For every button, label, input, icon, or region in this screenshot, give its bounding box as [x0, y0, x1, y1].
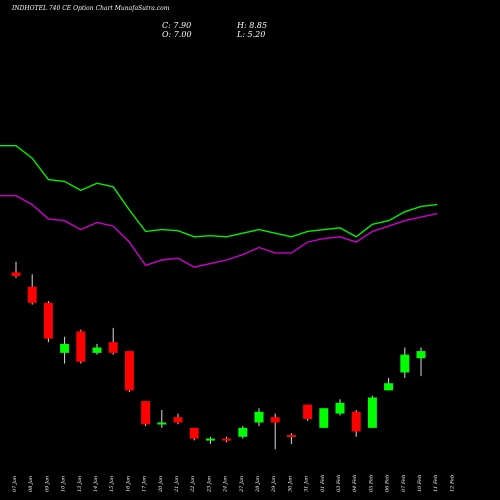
date-tick-label: 11 Feb	[433, 475, 439, 492]
candle	[238, 426, 248, 439]
candle	[367, 395, 377, 428]
date-tick-label: 31 Jan	[304, 476, 310, 492]
date-tick-label: 04 Feb	[352, 475, 358, 492]
candle-body	[384, 383, 394, 391]
candle	[173, 413, 183, 425]
candle-body	[286, 435, 296, 437]
date-tick-label: 14 Jan	[93, 476, 99, 492]
date-tick-label: 24 Jan	[223, 476, 229, 493]
date-tick-label: 06 Feb	[385, 475, 391, 492]
candle-body	[11, 272, 21, 277]
candle	[60, 336, 70, 364]
candle	[205, 436, 215, 444]
date-tick-label: 12 Feb	[449, 475, 455, 492]
candle-body	[92, 347, 102, 353]
candle-body	[303, 404, 313, 419]
candle-body	[254, 411, 264, 423]
date-tick-label: 10 Feb	[417, 475, 423, 492]
candle-body	[367, 397, 377, 428]
date-tick-label: 01 Feb	[320, 475, 326, 492]
candle	[351, 410, 361, 437]
date-tick-label: 15 Jan	[109, 476, 115, 492]
candle-body	[319, 408, 329, 428]
moving-averages	[0, 144, 438, 268]
date-tick-label: 03 Feb	[336, 475, 342, 492]
candle	[335, 399, 345, 416]
candle-body	[141, 401, 151, 425]
candle	[141, 401, 151, 427]
candle	[11, 261, 21, 278]
candle-body	[108, 342, 118, 353]
date-tick-label: 08 Jan	[28, 476, 34, 492]
chart-title: INDHOTEL 740 CE Option Chart MunafaSutra…	[11, 5, 170, 12]
candle	[384, 377, 394, 391]
ma-slow-line	[0, 194, 438, 268]
candle-body	[351, 411, 361, 432]
candle-body	[222, 438, 232, 441]
candle	[270, 413, 280, 450]
candle	[189, 427, 199, 441]
candle-body	[173, 417, 183, 423]
date-tick-label: 21 Jan	[174, 476, 180, 493]
date-tick-label: 27 Jan	[239, 476, 245, 493]
candle-body	[238, 427, 248, 437]
candle-body	[157, 422, 167, 425]
candles	[11, 261, 426, 450]
date-tick-label: 17 Jan	[142, 476, 148, 492]
candle	[319, 408, 329, 428]
date-tick-label: 13 Jan	[77, 476, 83, 492]
date-tick-label: 30 Jan	[287, 476, 293, 492]
candle	[27, 274, 37, 305]
candle-body	[416, 351, 426, 359]
candle-body	[43, 302, 53, 339]
candle-body	[335, 402, 345, 414]
date-tick-label: 22 Jan	[190, 476, 196, 493]
candle	[254, 408, 264, 427]
open-label: O: 7.00	[162, 30, 192, 39]
candle	[400, 347, 410, 378]
candle	[92, 343, 102, 355]
date-tick-label: 20 Jan	[158, 476, 164, 493]
date-tick-label: 10 Jan	[61, 476, 67, 492]
date-tick-label: 07 Jan	[12, 476, 18, 492]
candle	[124, 351, 134, 393]
candle-body	[400, 354, 410, 373]
candle	[43, 301, 53, 343]
low-label: L: 5.20	[236, 30, 265, 39]
candle	[416, 347, 426, 377]
candle-body	[205, 438, 215, 441]
candle	[303, 404, 313, 421]
candle-body	[27, 286, 37, 303]
close-label: C: 7.90	[162, 21, 191, 30]
ma-fast-line	[0, 144, 438, 238]
date-tick-label: 07 Feb	[401, 475, 407, 492]
candle	[76, 329, 86, 364]
date-tick-label: 29 Jan	[271, 476, 277, 493]
candle	[286, 433, 296, 444]
candle	[157, 410, 167, 428]
candle	[222, 436, 232, 443]
date-tick-label: 09 Jan	[44, 476, 50, 492]
date-tick-label: 05 Feb	[368, 475, 374, 492]
candle-body	[60, 343, 70, 353]
candle-body	[76, 331, 86, 362]
high-label: H: 8.85	[236, 21, 267, 30]
candle-body	[270, 417, 280, 423]
date-tick-label: 28 Jan	[255, 476, 261, 493]
candle-body	[124, 351, 134, 391]
date-tick-label: 16 Jan	[125, 476, 131, 492]
date-axis: 07 Jan 08 Jan 09 Jan 10 Jan 13 Jan 14 Jan 15 J…	[12, 475, 455, 493]
date-tick-label: 23 Jan	[206, 476, 212, 493]
candle-body	[189, 427, 199, 439]
candle	[108, 327, 118, 355]
